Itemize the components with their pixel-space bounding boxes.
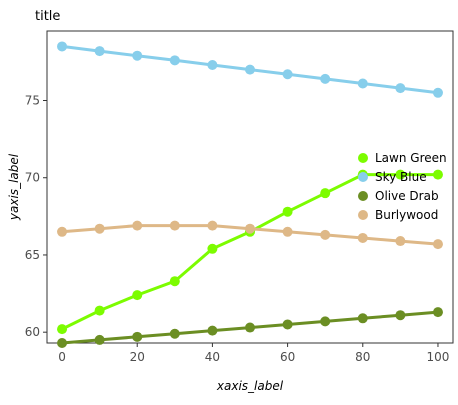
data-point-burlywood <box>57 227 67 237</box>
legend-key-sky-blue <box>358 172 368 182</box>
data-point-olive-drab <box>245 323 255 333</box>
data-point-burlywood <box>95 224 105 234</box>
data-point-burlywood <box>170 221 180 231</box>
y-tick-label: 65 <box>25 248 40 262</box>
data-point-burlywood <box>395 236 405 246</box>
y-axis-ticks: 60 65 70 75 <box>25 94 47 340</box>
data-point-burlywood <box>283 227 293 237</box>
data-point-olive-drab <box>395 310 405 320</box>
data-point-sky-blue <box>57 41 67 51</box>
y-tick-label: 70 <box>25 171 40 185</box>
legend-label-olive-drab: Olive Drab <box>375 189 439 203</box>
legend-key-olive-drab <box>358 191 368 201</box>
data-point-olive-drab <box>95 335 105 345</box>
legend-label-burlywood: Burlywood <box>375 208 438 222</box>
legend-key-lawn-green <box>358 153 368 163</box>
x-tick-label: 100 <box>427 350 450 364</box>
x-tick-label: 20 <box>130 350 145 364</box>
legend-key-burlywood <box>358 210 368 220</box>
data-point-sky-blue <box>433 88 443 98</box>
data-point-olive-drab <box>320 316 330 326</box>
data-point-sky-blue <box>207 60 217 70</box>
data-point-olive-drab <box>132 332 142 342</box>
data-point-sky-blue <box>320 74 330 84</box>
data-point-sky-blue <box>358 79 368 89</box>
data-point-olive-drab <box>283 319 293 329</box>
data-point-sky-blue <box>132 51 142 61</box>
chart-title: title <box>35 9 60 24</box>
data-point-burlywood <box>358 233 368 243</box>
data-point-olive-drab <box>207 326 217 336</box>
data-point-burlywood <box>245 224 255 234</box>
x-axis-label: xaxis_label <box>216 379 284 393</box>
x-tick-label: 60 <box>280 350 295 364</box>
data-point-lawn-green <box>207 244 217 254</box>
data-point-lawn-green <box>57 324 67 334</box>
data-point-lawn-green <box>170 276 180 286</box>
legend-label-lawn-green: Lawn Green <box>375 151 447 165</box>
data-point-sky-blue <box>95 46 105 56</box>
x-axis-ticks: 0 20 40 60 80 100 <box>58 343 449 364</box>
data-point-lawn-green <box>320 188 330 198</box>
legend-label-sky-blue: Sky Blue <box>375 170 427 184</box>
y-tick-label: 60 <box>25 325 40 339</box>
y-tick-label: 75 <box>25 94 40 108</box>
data-point-sky-blue <box>170 55 180 65</box>
data-point-burlywood <box>320 230 330 240</box>
y-axis-label: yaxis_label <box>7 153 21 221</box>
data-point-olive-drab <box>433 307 443 317</box>
data-point-burlywood <box>207 221 217 231</box>
data-point-lawn-green <box>433 170 443 180</box>
x-tick-label: 40 <box>205 350 220 364</box>
x-tick-label: 80 <box>355 350 370 364</box>
plot-panel <box>47 31 453 343</box>
data-point-olive-drab <box>358 313 368 323</box>
data-point-olive-drab <box>170 329 180 339</box>
data-point-sky-blue <box>395 83 405 93</box>
data-point-lawn-green <box>95 306 105 316</box>
data-point-burlywood <box>433 239 443 249</box>
data-point-sky-blue <box>245 65 255 75</box>
data-point-olive-drab <box>57 338 67 348</box>
data-point-lawn-green <box>283 207 293 217</box>
data-point-lawn-green <box>132 290 142 300</box>
data-point-burlywood <box>132 221 142 231</box>
x-tick-label: 0 <box>58 350 66 364</box>
data-point-sky-blue <box>283 69 293 79</box>
